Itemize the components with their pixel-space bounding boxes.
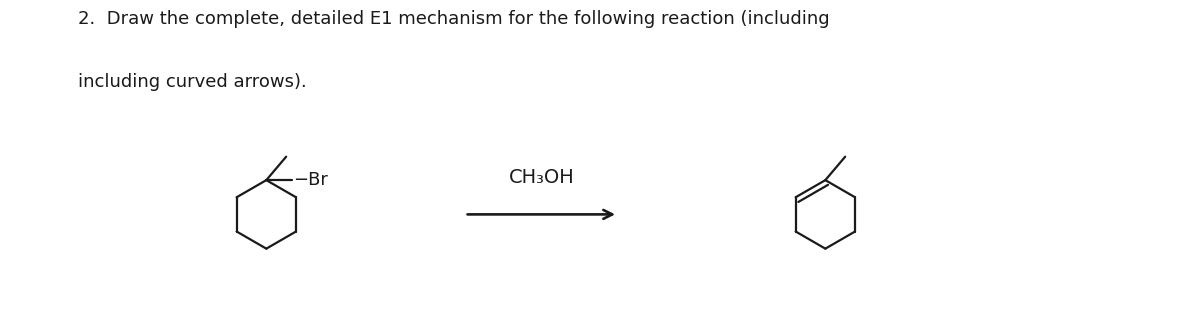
Text: −Br: −Br — [293, 171, 329, 189]
Text: 2.  Draw the complete, detailed E1 mechanism for the following reaction (includi: 2. Draw the complete, detailed E1 mechan… — [78, 10, 829, 28]
Text: including curved arrows).: including curved arrows). — [78, 73, 307, 91]
Text: CH₃OH: CH₃OH — [509, 168, 575, 187]
